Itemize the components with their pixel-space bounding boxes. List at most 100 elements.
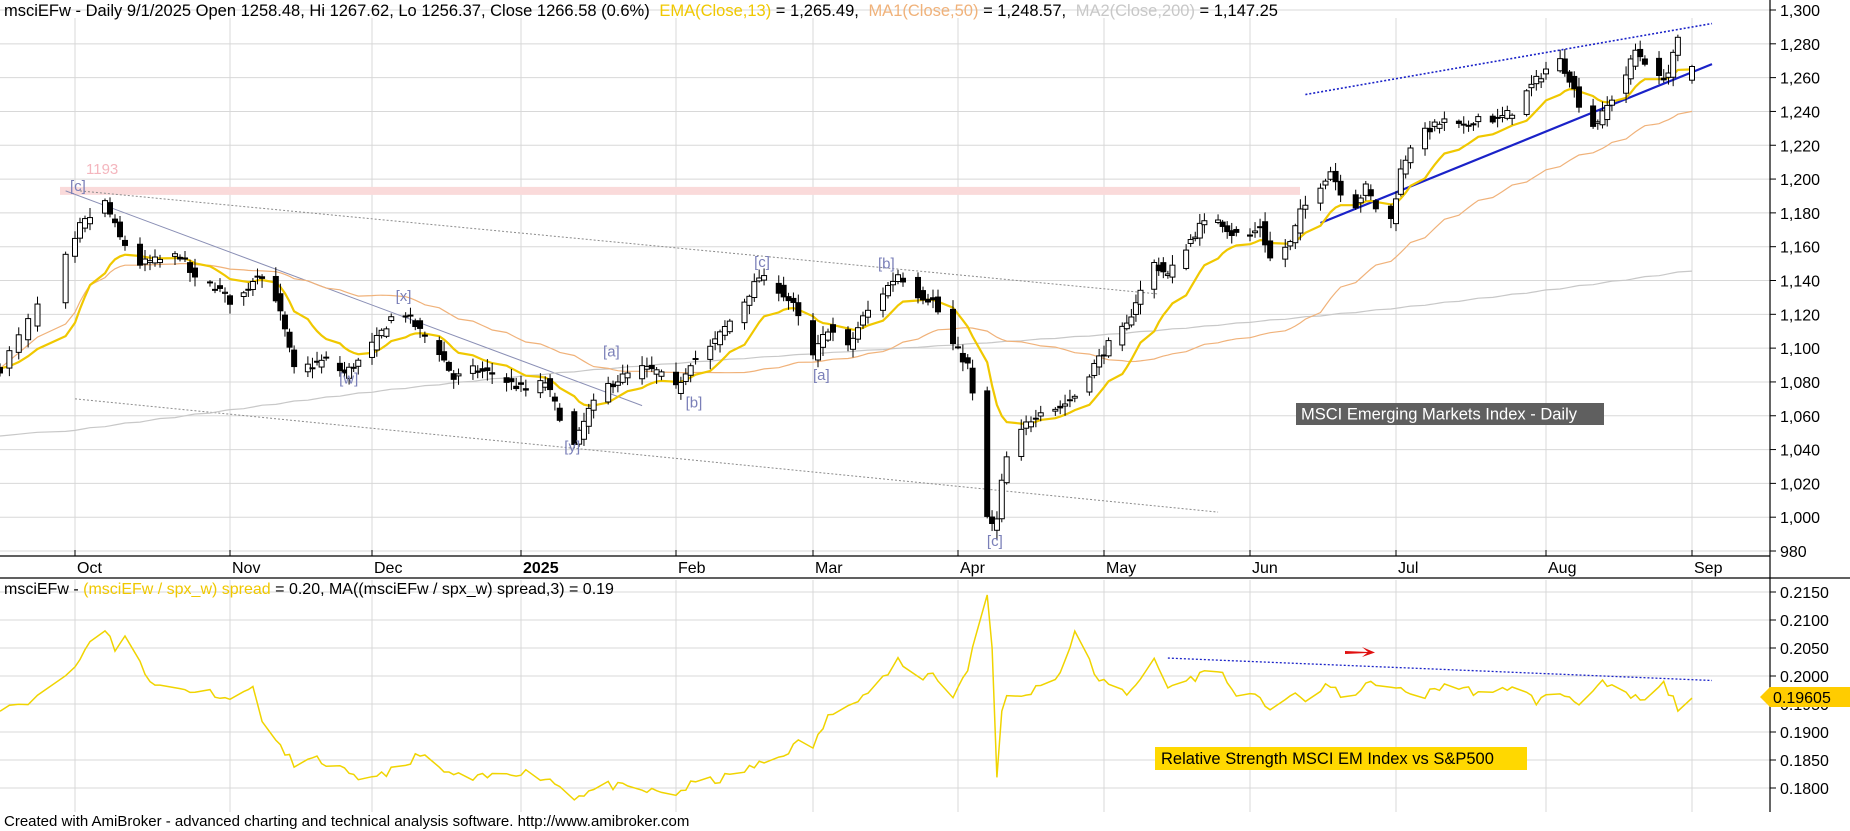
candle-body bbox=[1426, 127, 1433, 133]
candle-body bbox=[1160, 262, 1167, 273]
price-trendlines bbox=[65, 22, 1713, 513]
candle-body bbox=[890, 280, 896, 286]
candle-body bbox=[1475, 116, 1482, 123]
candle-body bbox=[790, 297, 797, 303]
candle-body bbox=[318, 359, 325, 368]
wave-label-c-feb: [c] bbox=[754, 254, 770, 271]
wave-label-c-apr: [c] bbox=[987, 533, 1003, 550]
candle-body bbox=[1509, 114, 1516, 119]
candle-body bbox=[959, 352, 966, 363]
candle-body bbox=[142, 258, 148, 265]
candle-body bbox=[172, 253, 178, 257]
candle-body bbox=[780, 284, 787, 298]
price-header-ma1-label: MA1(Close,50) bbox=[868, 2, 978, 20]
candle-body bbox=[955, 346, 961, 349]
candle-body bbox=[484, 367, 491, 372]
candle-body bbox=[182, 257, 188, 260]
candle-body bbox=[469, 365, 476, 374]
candle-body bbox=[522, 388, 529, 391]
candle-body bbox=[885, 284, 891, 297]
candle-body bbox=[1387, 205, 1394, 220]
wave-label-b-feb: [b] bbox=[686, 394, 703, 411]
price-y-tick-label: 1,140 bbox=[1780, 274, 1820, 291]
candle-body bbox=[503, 377, 510, 383]
candle-body bbox=[741, 301, 748, 324]
candle-body bbox=[1689, 66, 1695, 81]
price-y-tick-label: 1,060 bbox=[1780, 409, 1820, 426]
candle-body bbox=[518, 382, 524, 385]
rs-y-tick-label: 0.1850 bbox=[1780, 753, 1829, 770]
candle-body bbox=[585, 407, 592, 427]
price-pane-background[interactable] bbox=[0, 0, 1770, 556]
price-y-tick-label: 980 bbox=[1780, 544, 1807, 561]
candle-body bbox=[865, 309, 871, 318]
candle-body bbox=[157, 258, 163, 264]
candle-body bbox=[830, 324, 836, 333]
candle-body bbox=[436, 340, 443, 356]
candle-body bbox=[192, 267, 198, 278]
rs-trendline bbox=[1167, 657, 1713, 682]
trendline-blue-solid bbox=[1320, 63, 1713, 225]
candle-body bbox=[1627, 58, 1634, 80]
candle-body bbox=[1228, 230, 1235, 236]
candle-body bbox=[761, 275, 768, 281]
rs-header: msciEFw - (msciEFw / spx_w) spread = 0.2… bbox=[4, 581, 614, 598]
candle-body bbox=[1257, 226, 1264, 229]
candle-body bbox=[212, 288, 218, 291]
candle-body bbox=[1422, 127, 1429, 150]
candle-body bbox=[850, 337, 856, 350]
candle-body bbox=[1608, 99, 1615, 106]
rs-pane-background[interactable] bbox=[0, 578, 1770, 812]
candle-body bbox=[653, 369, 660, 375]
candle-body bbox=[1561, 58, 1568, 74]
candle-body bbox=[707, 345, 714, 360]
candle-body bbox=[286, 331, 293, 348]
candle-body bbox=[1327, 171, 1334, 180]
candle-body bbox=[72, 237, 78, 257]
rs-y-tick-label: 0.1800 bbox=[1780, 781, 1829, 798]
candle-body bbox=[417, 320, 424, 329]
candle-body bbox=[756, 277, 763, 282]
candle-body bbox=[1455, 120, 1462, 124]
candle-body bbox=[1362, 183, 1369, 196]
x-tick-label: Feb bbox=[678, 560, 706, 577]
wave-label-b-mar: [b] bbox=[878, 256, 895, 273]
candle-body bbox=[1302, 204, 1309, 210]
candle-body bbox=[590, 399, 597, 411]
candle-body bbox=[122, 239, 128, 246]
rs-header-prefix: msciEFw - bbox=[4, 581, 83, 598]
candle-body bbox=[1402, 159, 1409, 175]
candle-body bbox=[726, 320, 733, 333]
price-y-tick-label: 1,000 bbox=[1780, 510, 1820, 527]
rs-last-value-marker: 0.19605 bbox=[1760, 687, 1850, 707]
candle-body bbox=[1151, 262, 1158, 290]
candle-body bbox=[217, 285, 223, 289]
candle-body bbox=[508, 378, 515, 383]
candle-body bbox=[1052, 408, 1059, 412]
x-tick-label: Aug bbox=[1548, 560, 1576, 577]
candle-body bbox=[1590, 105, 1597, 127]
candle-body bbox=[580, 420, 587, 440]
candle-body bbox=[6, 350, 13, 369]
price-annotation-text: MSCI Emerging Markets Index - Daily bbox=[1301, 406, 1578, 424]
candle-body bbox=[1523, 90, 1530, 115]
candle-body bbox=[677, 381, 684, 394]
candle-body bbox=[900, 277, 906, 283]
candle-body bbox=[1037, 412, 1044, 417]
candle-body bbox=[1066, 399, 1073, 402]
candle-body bbox=[1543, 68, 1549, 75]
candle-body bbox=[291, 349, 298, 368]
trendline-gray-dotted bbox=[74, 398, 1219, 513]
candle-body bbox=[969, 367, 976, 394]
candle-body bbox=[993, 518, 1000, 531]
candle-body bbox=[402, 315, 409, 318]
candle-body bbox=[1252, 230, 1259, 234]
candle-body bbox=[207, 281, 213, 284]
candle-body bbox=[1533, 75, 1540, 85]
candle-body bbox=[177, 256, 183, 260]
ma200-line bbox=[0, 270, 1693, 437]
candle-body bbox=[1367, 189, 1374, 197]
trendline-gray-solid bbox=[65, 190, 643, 407]
candle-body bbox=[1287, 241, 1294, 247]
